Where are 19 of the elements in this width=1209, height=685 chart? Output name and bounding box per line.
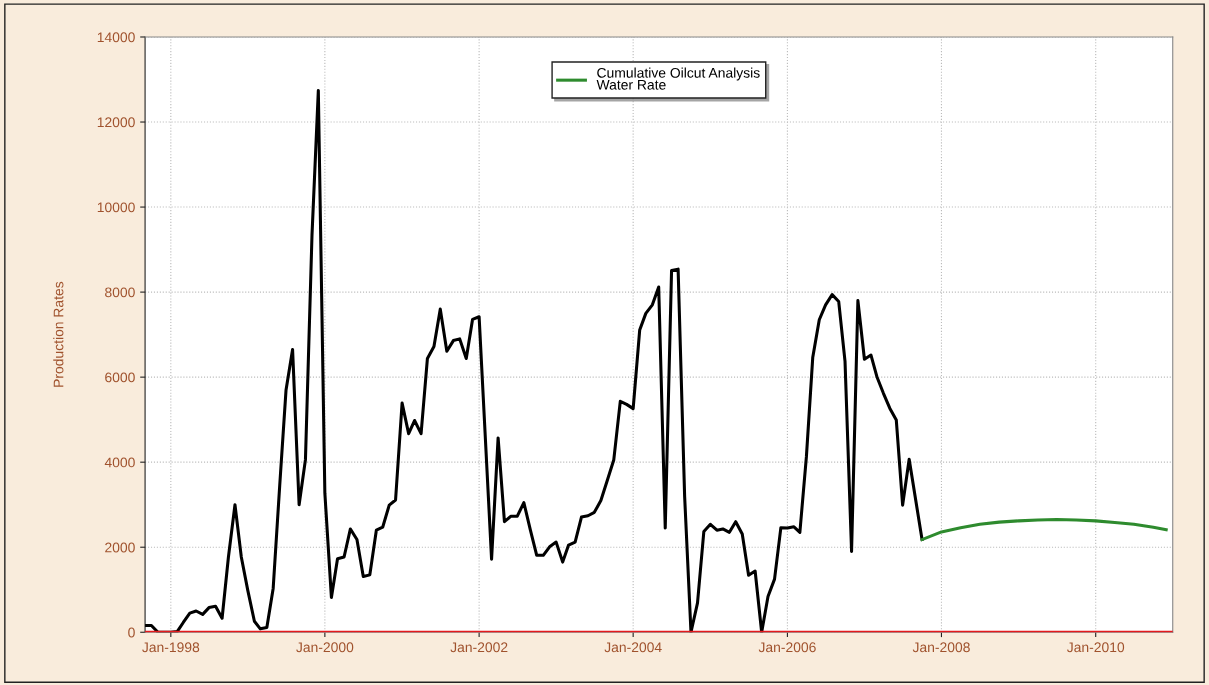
y-tick-label: 4000	[104, 457, 135, 468]
x-tick-label: Jan-2008	[912, 642, 970, 653]
x-tick-label: Jan-2006	[758, 642, 816, 653]
y-axis-title: Production Rates	[53, 281, 64, 387]
line-series	[145, 89, 924, 633]
x-tick-label: Jan-2002	[450, 642, 508, 653]
y-tick-label: 14000	[97, 32, 135, 43]
x-tick-label: Jan-2000	[296, 642, 354, 653]
y-tick-label: 12000	[97, 117, 135, 128]
x-tick-label: Jan-2004	[604, 642, 662, 653]
y-tick-label: 0	[128, 627, 135, 638]
y-tick-label: 10000	[97, 202, 135, 213]
y-tick-label: 6000	[105, 372, 135, 383]
line-series	[920, 518, 1168, 542]
legend-label: Cumulative Oilcut Analysis Water Rate	[596, 67, 760, 90]
x-tick-label: Jan-1998	[142, 642, 200, 653]
x-tick-label: Jan-2010	[1066, 642, 1125, 653]
y-tick-label: 8000	[105, 287, 135, 298]
y-tick-label: 2000	[105, 542, 135, 553]
